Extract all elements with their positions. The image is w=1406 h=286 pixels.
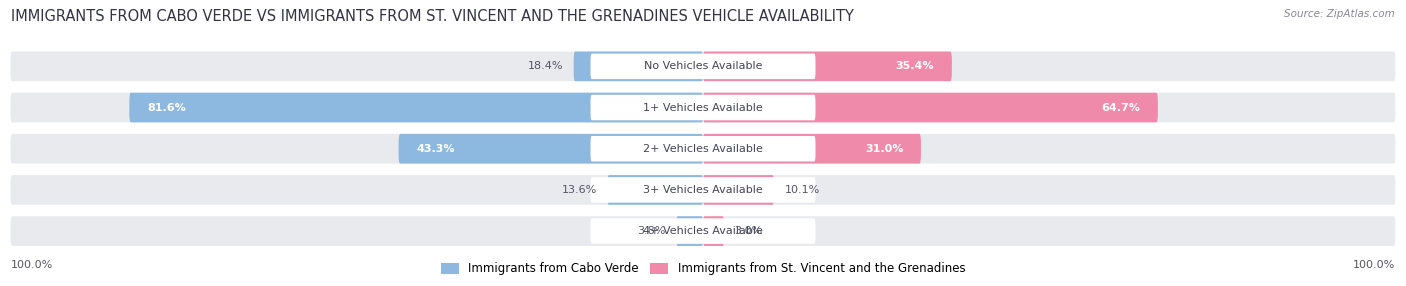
Text: IMMIGRANTS FROM CABO VERDE VS IMMIGRANTS FROM ST. VINCENT AND THE GRENADINES VEH: IMMIGRANTS FROM CABO VERDE VS IMMIGRANTS… [11, 9, 853, 23]
FancyBboxPatch shape [703, 93, 1159, 122]
Legend: Immigrants from Cabo Verde, Immigrants from St. Vincent and the Grenadines: Immigrants from Cabo Verde, Immigrants f… [436, 258, 970, 280]
Text: 2+ Vehicles Available: 2+ Vehicles Available [643, 144, 763, 154]
FancyBboxPatch shape [703, 175, 775, 205]
FancyBboxPatch shape [11, 93, 1396, 122]
Text: 43.3%: 43.3% [416, 144, 454, 154]
Text: No Vehicles Available: No Vehicles Available [644, 61, 762, 71]
Text: 35.4%: 35.4% [896, 61, 935, 71]
FancyBboxPatch shape [591, 136, 815, 162]
FancyBboxPatch shape [11, 51, 1396, 81]
FancyBboxPatch shape [676, 216, 703, 246]
Text: Source: ZipAtlas.com: Source: ZipAtlas.com [1284, 9, 1395, 19]
FancyBboxPatch shape [574, 51, 703, 81]
FancyBboxPatch shape [591, 177, 815, 203]
Text: 10.1%: 10.1% [785, 185, 820, 195]
FancyBboxPatch shape [591, 218, 815, 244]
FancyBboxPatch shape [129, 93, 703, 122]
Text: 3.8%: 3.8% [637, 226, 666, 236]
FancyBboxPatch shape [607, 175, 703, 205]
FancyBboxPatch shape [703, 134, 921, 164]
Text: 18.4%: 18.4% [527, 61, 562, 71]
Text: 13.6%: 13.6% [561, 185, 598, 195]
FancyBboxPatch shape [703, 51, 952, 81]
FancyBboxPatch shape [591, 53, 815, 79]
Text: 100.0%: 100.0% [11, 260, 53, 270]
FancyBboxPatch shape [11, 134, 1396, 164]
Text: 31.0%: 31.0% [865, 144, 904, 154]
Text: 64.7%: 64.7% [1101, 103, 1140, 112]
Text: 1+ Vehicles Available: 1+ Vehicles Available [643, 103, 763, 112]
Text: 100.0%: 100.0% [1353, 260, 1395, 270]
Text: 3.0%: 3.0% [734, 226, 763, 236]
Text: 4+ Vehicles Available: 4+ Vehicles Available [643, 226, 763, 236]
FancyBboxPatch shape [11, 216, 1396, 246]
Text: 3+ Vehicles Available: 3+ Vehicles Available [643, 185, 763, 195]
FancyBboxPatch shape [11, 175, 1396, 205]
FancyBboxPatch shape [399, 134, 703, 164]
FancyBboxPatch shape [591, 95, 815, 120]
Text: 81.6%: 81.6% [148, 103, 186, 112]
FancyBboxPatch shape [703, 216, 724, 246]
